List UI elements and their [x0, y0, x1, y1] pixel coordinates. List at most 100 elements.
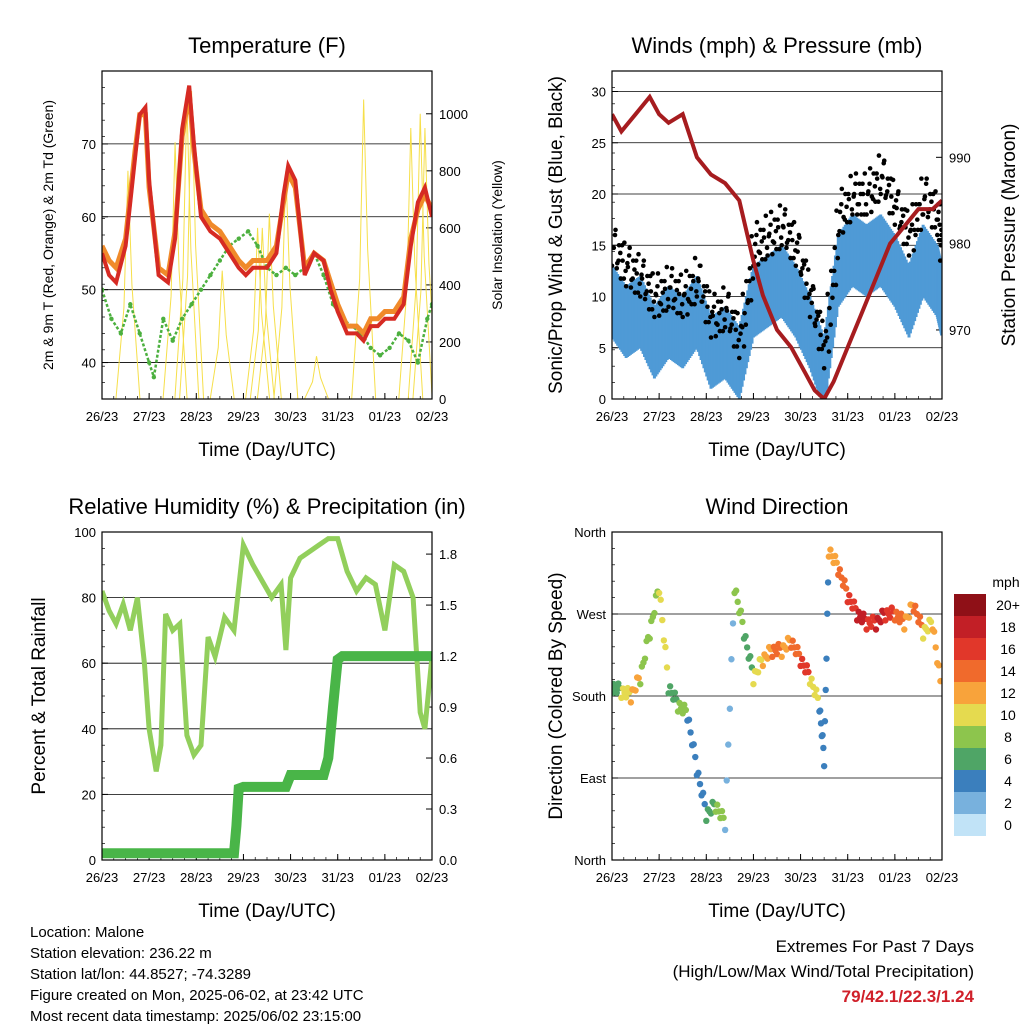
direction-point	[728, 656, 735, 663]
direction-point	[836, 566, 844, 573]
gust-point	[838, 201, 844, 207]
gust-point	[683, 283, 689, 289]
direction-point	[927, 618, 935, 626]
solar-spike	[273, 170, 299, 399]
gust-point	[833, 282, 839, 288]
y-tick-label: 60	[82, 656, 96, 671]
colorbar-unit: mph	[992, 574, 1019, 590]
gust-point	[640, 263, 646, 269]
x-tick-label: 28/23	[180, 870, 213, 885]
direction-point	[659, 616, 666, 624]
gust-point	[705, 304, 710, 310]
gust-point	[784, 240, 790, 245]
gust-point	[666, 304, 671, 310]
gust-point	[877, 186, 883, 192]
x-tick-label: 30/23	[274, 870, 307, 885]
gust-point	[909, 222, 915, 228]
gust-point	[770, 251, 775, 257]
gust-point	[925, 214, 931, 220]
gust-point	[692, 255, 698, 261]
direction-point	[747, 653, 754, 660]
series-dewpoint	[102, 229, 432, 378]
gust-point	[918, 227, 924, 233]
gust-point	[651, 299, 657, 304]
station-location: Location: Malone	[30, 924, 145, 941]
gust-point	[674, 287, 680, 293]
direction-point	[732, 587, 740, 594]
gust-point	[634, 271, 640, 276]
colorbar-label: 16	[1000, 641, 1016, 657]
colorbar-label: 14	[1000, 663, 1016, 679]
x-tick-label: 27/23	[643, 409, 676, 424]
gust-point	[662, 286, 668, 292]
gust-point	[915, 217, 920, 222]
gust-point	[876, 199, 881, 204]
direction-point	[651, 609, 658, 617]
gust-point	[665, 296, 671, 302]
gust-point	[685, 296, 691, 302]
gust-point	[698, 263, 703, 269]
extremes-values: 79/42.1/22.3/1.24	[841, 987, 974, 1006]
direction-point	[769, 653, 776, 661]
panel-title: Relative Humidity (%) & Precipitation (i…	[68, 494, 465, 519]
gust-point	[708, 335, 714, 340]
gust-point	[752, 241, 758, 247]
series-pressure	[612, 93, 942, 399]
gust-point	[623, 268, 628, 274]
plot-area	[612, 546, 942, 834]
direction-point	[773, 650, 781, 658]
y-tick-label: North	[574, 525, 606, 540]
gust-point	[867, 181, 872, 187]
gust-point	[872, 184, 878, 189]
direction-point	[758, 656, 765, 664]
y-right-tick-label: 600	[439, 221, 461, 236]
y-right-tick-label: 980	[949, 237, 971, 252]
direction-point	[916, 613, 924, 620]
gust-point	[942, 248, 947, 253]
gust-point	[894, 205, 899, 211]
direction-point	[803, 662, 811, 669]
gust-point	[612, 232, 618, 238]
colorbar-label: 20+	[996, 597, 1020, 613]
direction-point	[657, 596, 664, 603]
y-axis-label: Percent & Total Rainfall	[29, 597, 50, 794]
y-tick-label: 0	[599, 392, 606, 407]
direction-point	[726, 705, 734, 712]
gust-point	[613, 227, 618, 233]
direction-point	[813, 686, 820, 693]
gust-point	[823, 328, 829, 334]
gust-point	[938, 242, 942, 248]
gust-point	[646, 281, 651, 286]
colorbar-swatch	[954, 682, 986, 704]
gust-point	[735, 310, 740, 316]
gust-point	[656, 313, 662, 319]
y-tick-label: North	[574, 853, 606, 868]
gust-point	[621, 276, 627, 281]
gust-point	[704, 283, 710, 289]
y-tick-label: 20	[82, 787, 96, 802]
gust-point	[827, 305, 832, 311]
gust-point	[933, 189, 938, 194]
solar-spike	[351, 99, 377, 399]
gust-point	[853, 181, 858, 187]
gust-point	[797, 235, 802, 240]
gust-point	[826, 349, 832, 354]
gust-point	[623, 283, 629, 289]
gust-point	[648, 289, 654, 294]
direction-point	[662, 643, 669, 651]
solar-spike	[249, 227, 275, 399]
gust-point	[880, 175, 885, 180]
gust-point	[622, 240, 627, 245]
gust-point	[813, 323, 818, 329]
gust-point	[743, 322, 749, 327]
plot-area	[612, 93, 947, 399]
direction-point	[795, 650, 803, 657]
gust-point	[694, 289, 699, 294]
recent-timestamp: Most recent data timestamp: 2025/06/02 2…	[30, 1008, 362, 1025]
x-tick-label: 31/23	[321, 409, 354, 424]
y-tick-label: West	[577, 607, 607, 622]
y-tick-label: 100	[74, 525, 96, 540]
gust-point	[830, 295, 835, 301]
colorbar-label: 0	[1004, 817, 1012, 833]
